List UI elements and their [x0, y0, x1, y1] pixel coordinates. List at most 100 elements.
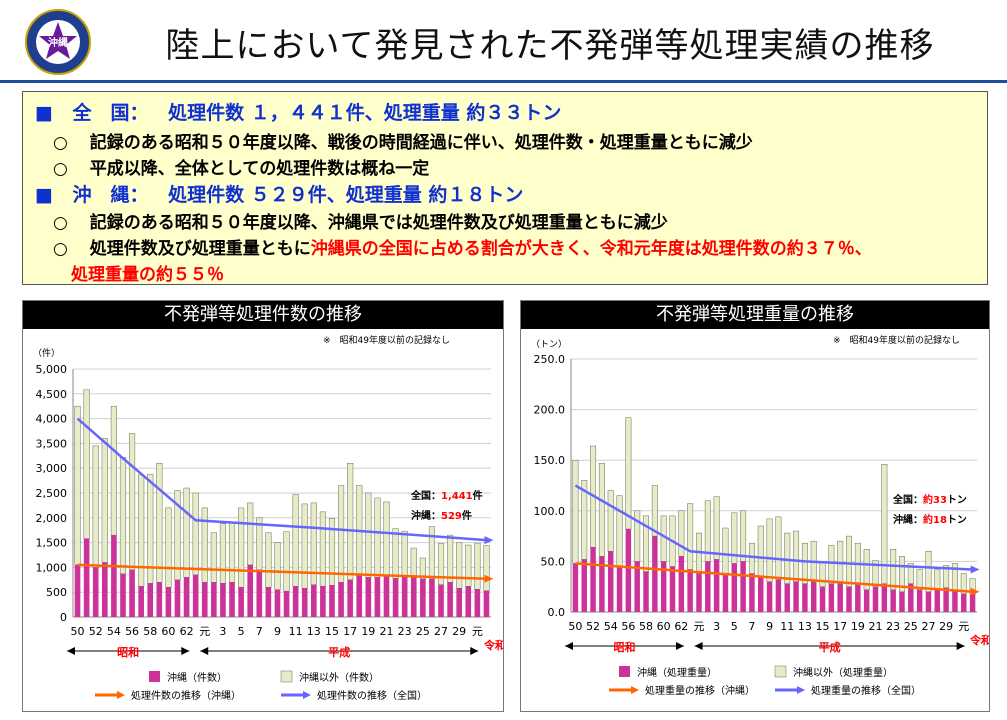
bar-okinawa	[660, 561, 667, 612]
x-tick-label: 3	[713, 620, 720, 633]
bar-other	[110, 405, 117, 536]
x-tick-label: 27	[434, 625, 448, 638]
bar-okinawa	[625, 529, 632, 612]
x-tick-label: 50	[568, 620, 582, 633]
annotation-okinawa-unit: トン	[947, 514, 967, 526]
bar-okinawa	[374, 577, 381, 617]
x-tick-label: 7	[748, 620, 755, 633]
bar-other	[607, 490, 614, 552]
bar-other	[456, 542, 463, 589]
chart-panel-count: 不発弾等処理件数の推移 ※ 昭和49年度以前の記録なし （件） 0 500 1,000 1…	[22, 300, 504, 712]
bar-okinawa	[872, 586, 879, 612]
bar-other	[283, 531, 290, 592]
bar-other	[328, 518, 336, 586]
bar-okinawa	[969, 593, 976, 612]
trend-line-national	[574, 484, 973, 571]
bar-other	[392, 528, 399, 579]
legend-swatch-other	[774, 665, 787, 678]
x-tick-label: 9	[274, 625, 281, 638]
bar-okinawa	[410, 577, 417, 617]
bar-other	[138, 474, 145, 587]
annotation-national-value: 約33	[923, 493, 947, 506]
x-tick-label: 21	[380, 625, 394, 638]
arrow-head-left	[565, 642, 573, 650]
legend-label: 沖縄（件数）	[167, 671, 227, 684]
bar-okinawa	[392, 578, 399, 617]
bar-other	[74, 405, 81, 566]
x-tick-label: 29	[939, 620, 953, 633]
x-tick-label: 17	[343, 625, 357, 638]
x-tick-label: 15	[816, 620, 830, 633]
bar-other	[428, 526, 436, 580]
bar-okinawa	[165, 587, 172, 617]
bar-other	[447, 534, 454, 583]
bar-okinawa	[483, 590, 490, 617]
arrow-head-national	[303, 691, 311, 699]
x-tick-label: 元	[693, 620, 704, 633]
bar-okinawa	[819, 586, 826, 612]
chart-panel-weight: 不発弾等処理重量の推移 ※ 昭和49年度以前の記録なし （トン） 0.0 50.0 10…	[520, 300, 990, 712]
bar-okinawa	[247, 564, 254, 617]
annotation-okinawa-label: 沖縄：	[411, 509, 441, 522]
bar-okinawa	[934, 589, 941, 612]
annotation-okinawa: 沖縄：約18トン	[893, 513, 967, 526]
bullet-icon: ○	[53, 213, 68, 233]
chart-count-svg: ※ 昭和49年度以前の記録なし （件） 0 500 1,000 1,500 2,000 2,5…	[33, 334, 503, 702]
x-tick-label: 56	[125, 625, 139, 638]
bar-other	[687, 503, 694, 570]
bar-okinawa	[758, 576, 764, 612]
bar-okinawa	[474, 589, 481, 617]
bar-other	[740, 510, 747, 562]
y-tick-label: 0.0	[548, 606, 566, 619]
okinawa-point-2-text: 処理件数及び処理重量ともに	[89, 239, 311, 259]
bar-okinawa	[320, 586, 326, 617]
bar-okinawa	[599, 556, 605, 612]
annotation-okinawa-value: 529	[441, 511, 462, 522]
x-tick-label: 54	[107, 625, 121, 638]
bar-other	[201, 507, 208, 583]
y-tick-label: 1,500	[36, 537, 68, 550]
bar-other	[801, 542, 808, 584]
bar-other	[890, 549, 897, 590]
bar-okinawa	[238, 587, 244, 617]
bar-other	[228, 522, 236, 583]
x-tick-label: 23	[886, 620, 900, 633]
legend-label: 沖縄以外（件数）	[299, 671, 379, 684]
bar-other	[722, 527, 729, 574]
bullet-icon: ○	[53, 159, 68, 179]
bar-okinawa	[192, 574, 199, 617]
bar-okinawa	[447, 582, 453, 617]
summary-okinawa: ■ 沖 縄： 処理件数 ５２９件、処理重量 約１８トン	[35, 180, 523, 207]
bar-other	[210, 532, 217, 583]
okinawa-point-2-cont: 処理重量の約５５％	[71, 265, 224, 285]
arrow-head-right	[956, 642, 965, 650]
bar-other	[319, 511, 326, 587]
bar-okinawa	[731, 563, 738, 612]
bar-other	[128, 433, 136, 571]
y-tick-label: 5,000	[36, 363, 68, 376]
bar-okinawa	[863, 589, 870, 612]
bar-okinawa	[138, 586, 144, 617]
bar-okinawa	[687, 569, 693, 612]
bar-okinawa	[465, 586, 472, 617]
annotation-national-value: 1,441	[441, 491, 473, 502]
arrow-head-national	[484, 536, 494, 545]
chart-note: ※ 昭和49年度以前の記録なし	[833, 334, 960, 346]
bar-okinawa	[283, 591, 290, 617]
bar-okinawa	[925, 591, 932, 612]
y-tick-label: 200.0	[534, 404, 566, 417]
bar-okinawa	[837, 581, 843, 612]
x-tick-label: 13	[798, 620, 812, 633]
y-tick-label: 100.0	[534, 505, 566, 518]
x-tick-label: 9	[766, 620, 773, 633]
x-tick-label: 19	[361, 625, 375, 638]
era-label-heisei: 平成	[328, 645, 350, 659]
x-tick-label: 11	[780, 620, 794, 633]
era-label-showa: 昭和	[613, 640, 635, 654]
bar-okinawa	[828, 583, 835, 612]
x-tick-label: 23	[398, 625, 412, 638]
arrow-head-left	[67, 647, 75, 655]
bar-okinawa	[961, 593, 967, 612]
arrow-head-okinawa	[484, 574, 494, 583]
bullet-icon: ○	[53, 133, 68, 153]
